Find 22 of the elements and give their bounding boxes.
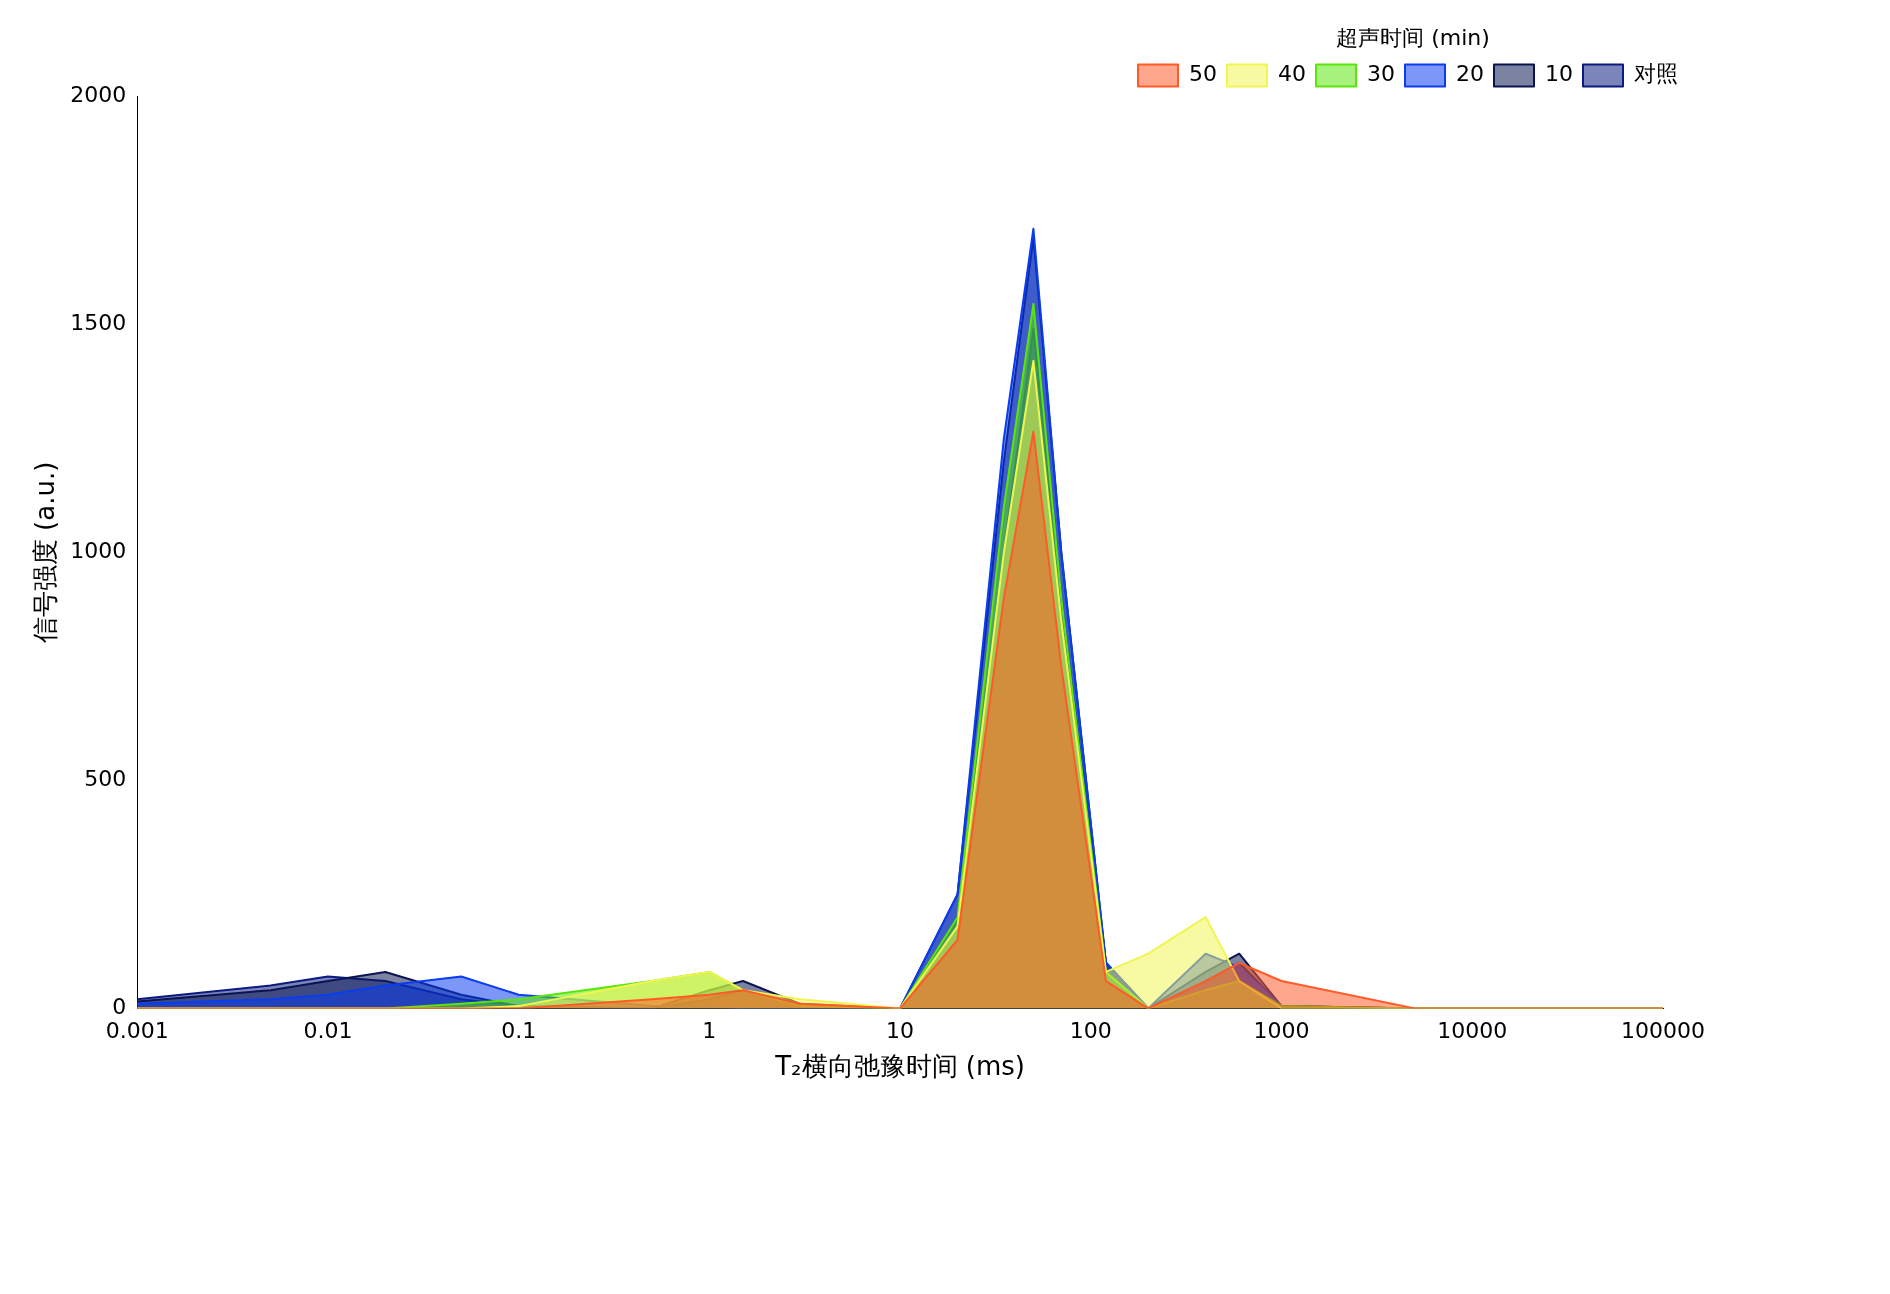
- y-tick-label: 0: [112, 994, 127, 1020]
- x-tick-label: 100: [1069, 1018, 1112, 1044]
- y-axis-title: 信号强度 (a.u.): [30, 461, 61, 644]
- legend-label: 20: [1456, 61, 1485, 87]
- y-tick-label: 500: [84, 766, 127, 792]
- x-tick-label: 1000: [1253, 1018, 1310, 1044]
- x-tick-label: 0.01: [303, 1018, 353, 1044]
- legend-label: 10: [1545, 61, 1574, 87]
- x-tick-label: 10000: [1437, 1018, 1508, 1044]
- x-axis-title: T₂横向弛豫时间 (ms): [774, 1051, 1025, 1082]
- x-tick-label: 100000: [1621, 1018, 1705, 1044]
- y-tick-label: 2000: [70, 82, 127, 108]
- legend-label: 50: [1189, 61, 1218, 87]
- x-tick-label: 0.1: [501, 1018, 537, 1044]
- x-tick-label: 1: [702, 1018, 717, 1044]
- legend-label: 30: [1367, 61, 1396, 87]
- legend-label: 40: [1278, 61, 1307, 87]
- legend-label: 对照: [1634, 61, 1678, 87]
- x-tick-label: 10: [886, 1018, 915, 1044]
- y-tick-label: 1000: [70, 538, 127, 564]
- y-tick-label: 1500: [70, 310, 127, 336]
- x-tick-label: 0.001: [105, 1018, 169, 1044]
